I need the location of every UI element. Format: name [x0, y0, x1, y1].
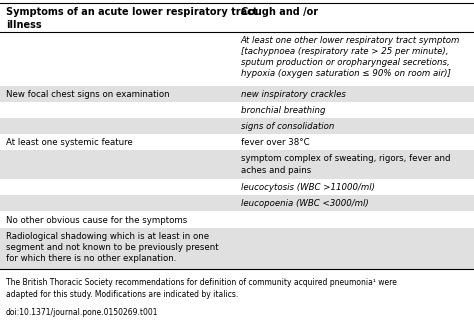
Text: symptom complex of sweating, rigors, fever and
aches and pains: symptom complex of sweating, rigors, fev… — [241, 154, 450, 174]
Text: Symptoms of an acute lower respiratory tract
illness: Symptoms of an acute lower respiratory t… — [6, 7, 257, 30]
Text: The British Thoracic Society recommendations for definition of community acquire: The British Thoracic Society recommendat… — [6, 278, 397, 298]
Text: Cough and /or: Cough and /or — [241, 7, 318, 17]
Text: bronchial breathing: bronchial breathing — [241, 106, 325, 115]
Bar — [0, 118, 474, 134]
Bar — [0, 86, 474, 102]
Text: At least one other lower respiratory tract symptom
[tachypnoea (respiratory rate: At least one other lower respiratory tra… — [241, 36, 460, 78]
Text: new inspiratory crackles: new inspiratory crackles — [241, 90, 346, 99]
Text: Radiological shadowing which is at least in one
segment and not known to be prev: Radiological shadowing which is at least… — [6, 232, 219, 263]
Bar — [0, 150, 474, 179]
Bar — [0, 195, 474, 212]
Text: At least one systemic feature: At least one systemic feature — [6, 138, 132, 147]
Text: leucocytosis (WBC >11000/ml): leucocytosis (WBC >11000/ml) — [241, 183, 375, 192]
Bar — [0, 228, 474, 269]
Text: fever over 38°C: fever over 38°C — [241, 138, 310, 147]
Text: leucopoenia (WBC <3000/ml): leucopoenia (WBC <3000/ml) — [241, 199, 369, 208]
Text: signs of consolidation: signs of consolidation — [241, 122, 334, 131]
Text: New focal chest signs on examination: New focal chest signs on examination — [6, 90, 169, 99]
Text: doi:10.1371/journal.pone.0150269.t001: doi:10.1371/journal.pone.0150269.t001 — [6, 308, 158, 317]
Text: No other obvious cause for the symptoms: No other obvious cause for the symptoms — [6, 215, 187, 224]
